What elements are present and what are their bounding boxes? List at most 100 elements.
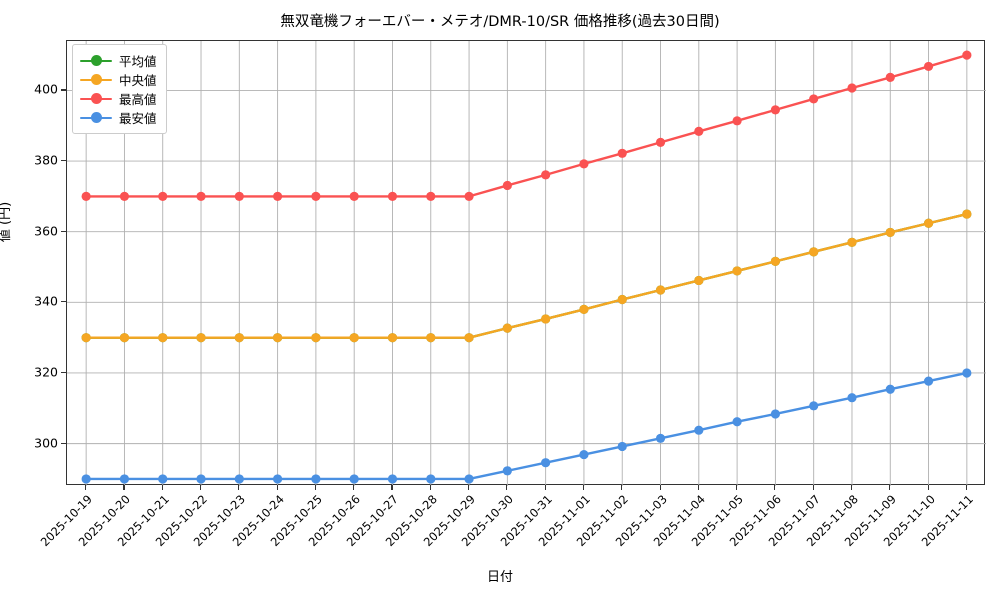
- data-point: [426, 474, 436, 484]
- y-tick-mark: [61, 230, 66, 232]
- data-point: [81, 474, 91, 484]
- series-中央値: [81, 209, 972, 343]
- x-axis-title: 日付: [486, 570, 513, 585]
- data-point: [617, 441, 627, 452]
- series-最高値: [81, 50, 972, 201]
- y-tick-mark: [61, 160, 66, 162]
- data-point: [311, 333, 321, 343]
- data-point: [158, 333, 168, 343]
- chart-legend: 平均値中央値最高値 最安値: [72, 44, 167, 134]
- data-point: [464, 474, 474, 484]
- data-point: [119, 191, 130, 201]
- data-point: [81, 333, 91, 343]
- data-point: [962, 368, 972, 378]
- data-point: [847, 237, 857, 247]
- x-tick-mark: [429, 485, 431, 490]
- data-point: [387, 333, 398, 343]
- x-tick-mark: [774, 485, 776, 490]
- data-point: [426, 333, 436, 343]
- x-tick-mark: [659, 485, 661, 490]
- legend-marker-icon: [80, 111, 112, 125]
- data-point: [579, 449, 589, 460]
- data-point: [502, 466, 512, 476]
- legend-item-最安値[interactable]: 最安値: [80, 108, 157, 127]
- data-point: [311, 474, 321, 484]
- x-tick-mark: [736, 485, 738, 490]
- x-tick-mark: [200, 485, 202, 490]
- data-point: [885, 384, 895, 394]
- data-point: [311, 191, 321, 201]
- data-point: [541, 458, 551, 468]
- data-point: [349, 333, 359, 343]
- data-point: [119, 474, 130, 484]
- data-point: [962, 50, 972, 60]
- series-最安値: [81, 368, 972, 484]
- x-tick-mark: [85, 485, 87, 490]
- data-point: [81, 191, 91, 201]
- legend-label: 中央値: [119, 73, 157, 88]
- data-point: [694, 275, 704, 286]
- data-point: [694, 126, 704, 137]
- data-point: [847, 393, 857, 403]
- y-axis-title: 値 (円): [0, 201, 13, 242]
- y-tick-label: 360: [34, 223, 58, 239]
- x-tick-mark: [544, 485, 546, 490]
- x-tick-mark: [353, 485, 355, 490]
- data-point: [770, 105, 781, 115]
- x-tick-mark: [314, 485, 316, 490]
- data-point: [158, 191, 168, 201]
- data-point: [579, 304, 589, 315]
- x-tick-mark: [812, 485, 814, 490]
- data-point: [387, 474, 398, 484]
- data-point: [732, 417, 742, 427]
- y-tick-label: 300: [34, 435, 58, 451]
- legend-item-中央値[interactable]: 中央値: [80, 70, 157, 89]
- data-point: [694, 425, 704, 435]
- data-point: [885, 227, 895, 238]
- y-tick-label: 320: [34, 364, 58, 380]
- data-point: [119, 333, 130, 343]
- legend-item-最高値[interactable]: 最高値: [80, 89, 157, 108]
- data-point: [196, 333, 206, 343]
- legend-marker-icon: [80, 54, 112, 68]
- y-tick-mark: [61, 371, 66, 374]
- data-point: [847, 83, 857, 93]
- data-point: [770, 409, 781, 419]
- data-point: [196, 191, 206, 201]
- data-point: [732, 266, 742, 276]
- series-layer: [81, 50, 972, 484]
- x-tick-mark: [238, 485, 240, 490]
- data-point: [273, 191, 283, 201]
- data-point: [962, 209, 972, 219]
- x-tick-mark: [123, 485, 125, 490]
- data-point: [502, 180, 512, 191]
- chart-title: 無双竜機フォーエバー・メテオ/DMR-10/SR 価格推移(過去30日間): [280, 14, 720, 30]
- data-point: [655, 137, 666, 147]
- data-point: [349, 474, 359, 484]
- x-tick-mark: [927, 485, 929, 490]
- grid-layer: [67, 41, 986, 486]
- y-tick-label: 380: [34, 152, 58, 168]
- data-point: [196, 474, 206, 484]
- x-tick-mark: [582, 485, 585, 490]
- data-point: [923, 61, 934, 72]
- x-tick-mark: [506, 485, 508, 490]
- x-tick-mark: [161, 485, 163, 490]
- plot-area: [66, 40, 986, 486]
- data-point: [617, 294, 627, 305]
- x-tick-mark: [965, 485, 967, 490]
- data-point: [579, 159, 589, 169]
- data-point: [809, 401, 819, 411]
- data-point: [885, 72, 895, 82]
- data-point: [464, 333, 474, 343]
- data-point: [655, 285, 666, 295]
- x-tick-mark: [468, 485, 470, 490]
- data-point: [234, 474, 244, 484]
- data-point: [464, 191, 474, 201]
- data-point: [273, 333, 283, 343]
- data-point: [770, 256, 781, 266]
- legend-label: 最高値: [119, 92, 157, 107]
- legend-item-平均値[interactable]: 平均値: [80, 51, 157, 70]
- x-tick-mark: [621, 485, 623, 490]
